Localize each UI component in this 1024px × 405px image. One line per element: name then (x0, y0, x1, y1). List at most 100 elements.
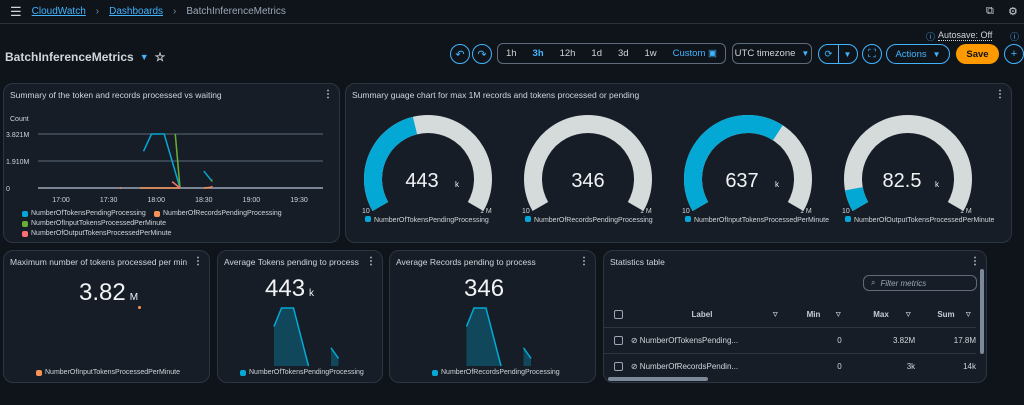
cell-max: 3k (906, 362, 916, 371)
range-1h[interactable]: 1h (505, 48, 517, 59)
page-title: BatchInferenceMetrics (5, 50, 134, 64)
more-options-icon[interactable]: ⋮ (970, 256, 980, 267)
row-checkbox[interactable] (614, 336, 623, 345)
table-row[interactable]: ⊘ NumberOfTokensPending... 0 3.82M 17.8M (604, 327, 976, 353)
timezone-label: UTC timezone (734, 48, 796, 59)
legend-swatch (845, 216, 851, 222)
gauge-max: 1 M (960, 208, 972, 215)
share-icon[interactable]: ⧉ (986, 5, 994, 17)
refresh-button[interactable]: ⟳ ▼ (818, 44, 858, 64)
legend-item[interactable]: NumberOfInputTokensProcessedPerMinute (36, 369, 180, 376)
gauge-value: 346 (571, 170, 604, 192)
more-options-icon[interactable]: ⋮ (366, 256, 376, 267)
filter-metrics-input[interactable]: ⌕ Filter metrics (863, 275, 977, 291)
widget-title: Summary of the token and records process… (10, 90, 222, 100)
table-row[interactable]: ⊘ NumberOfRecordsPendin... 0 3k 14k (604, 353, 976, 379)
add-widget-button[interactable]: + (1004, 44, 1024, 64)
legend-item[interactable]: NumberOfInputTokensProcessedPerMinute (22, 220, 166, 227)
statistics-table-widget: Statistics table ⋮ ⌕ Filter metrics Label… (603, 250, 987, 383)
series-line-NumberOfTokensPendingProcessing (142, 133, 181, 189)
more-options-icon[interactable]: ⋮ (323, 89, 333, 100)
gauge-value: 82.5 (883, 170, 922, 192)
more-options-icon[interactable]: ⋮ (193, 256, 203, 267)
info-icon[interactable]: ⓘ (926, 32, 936, 42)
refresh-icon: ⟳ (824, 48, 833, 60)
gauge-unit: k (935, 180, 940, 189)
range-3h[interactable]: 3h (532, 48, 544, 59)
legend-item[interactable]: NumberOfTokensPendingProcessing (22, 210, 146, 217)
legend-swatch (525, 216, 531, 222)
line-chart-widget: Summary of the token and records process… (3, 83, 340, 243)
gauge: 346 10 1 M NumberOfRecordsPendingProcessing (522, 115, 653, 224)
y-axis-label: Count (10, 116, 29, 123)
range-3d[interactable]: 3d (617, 48, 629, 59)
gauge-max: 1 M (640, 208, 652, 215)
y-tick-label: 1.910M (6, 159, 30, 166)
column-max[interactable]: Max (873, 309, 889, 319)
fullscreen-button[interactable]: ⛶ (862, 44, 882, 64)
avg-tokens-widget: Average Tokens pending to process ⋮ 443 k… (217, 250, 383, 383)
caret-down-icon[interactable]: ▼ (843, 49, 852, 59)
gauge-legend[interactable]: NumberOfRecordsPendingProcessing (534, 217, 653, 224)
redo-button[interactable]: ↷ (472, 44, 492, 64)
y-tick-label: 3.821M (6, 132, 30, 139)
gauge-max: 1 M (800, 208, 812, 215)
range-12h[interactable]: 12h (559, 48, 576, 59)
chevron-right-icon: › (173, 6, 177, 17)
legend-item[interactable]: NumberOfRecordsPendingProcessing (432, 369, 560, 376)
sparkline-line (330, 347, 340, 359)
cell-min: 0 (837, 336, 842, 345)
time-range-selector: 1h 3h 12h 1d 3d 1w Custom ▣ (497, 43, 726, 64)
x-tick-label: 18:00 (147, 197, 165, 204)
undo-button[interactable]: ↶ (450, 44, 470, 64)
actions-button[interactable]: Actions ▼ (886, 44, 950, 64)
sparkline-area (331, 347, 339, 366)
settings-icon[interactable]: ⚙ (1008, 6, 1018, 18)
vertical-scrollbar[interactable] (980, 269, 984, 354)
column-label[interactable]: Label (691, 309, 713, 319)
info-icon[interactable]: ⓘ (1010, 32, 1020, 42)
gauge-track (524, 115, 652, 211)
range-1d[interactable]: 1d (591, 48, 602, 59)
more-options-icon[interactable]: ⋮ (995, 89, 1005, 100)
legend-item[interactable]: NumberOfTokensPendingProcessing (240, 369, 364, 376)
top-nav: ☰ CloudWatch › Dashboards › BatchInferen… (0, 0, 1024, 24)
gauge-legend[interactable]: NumberOfTokensPendingProcessing (374, 217, 489, 224)
x-tick-label: 18:30 (195, 197, 213, 204)
sparkline-line (273, 307, 310, 367)
breadcrumb-cloudwatch[interactable]: CloudWatch (31, 6, 86, 17)
page-title-group: BatchInferenceMetrics ▼ ☆ (5, 50, 165, 64)
sparkline (273, 307, 340, 367)
sparkline-area (466, 308, 501, 366)
horizontal-scrollbar[interactable] (608, 377, 708, 381)
y-tick-label: 0 (6, 186, 10, 193)
gauge-fill (684, 115, 783, 211)
sparkline-area (274, 308, 309, 366)
menu-icon[interactable]: ☰ (10, 3, 22, 19)
favorite-star-icon[interactable]: ☆ (154, 50, 166, 64)
column-min[interactable]: Min (806, 309, 821, 319)
row-checkbox[interactable] (614, 362, 623, 371)
autosave-toggle[interactable]: Autosave: Off (938, 30, 993, 41)
legend-item[interactable]: NumberOfOutputTokensProcessedPerMinute (22, 230, 171, 237)
timezone-select[interactable]: UTC timezone ▼ (732, 43, 812, 64)
column-sum[interactable]: Sum (937, 309, 955, 319)
select-all-checkbox[interactable] (614, 309, 623, 319)
caret-down-icon: ▼ (932, 49, 941, 59)
breadcrumb-dashboards[interactable]: Dashboards (109, 6, 164, 17)
range-custom[interactable]: Custom ▣ (672, 48, 717, 59)
metric-value: 346 (464, 275, 505, 302)
sparkline-line (522, 347, 532, 359)
legend-item[interactable]: NumberOfRecordsPendingProcessing (154, 210, 282, 217)
line-chart: Count 3.821M 1.910M 0 17:00 17:30 18:00 18:30 19… (6, 116, 323, 204)
gauge-legend[interactable]: NumberOfInputTokensProcessedPerMinute (694, 217, 829, 224)
gauge-legend[interactable]: NumberOfOutputTokensProcessedPerMinute (854, 217, 995, 224)
gauge-fill (364, 116, 418, 211)
search-icon: ⌕ (871, 278, 876, 287)
save-button[interactable]: Save (956, 44, 999, 64)
gauge: 82.5 k 10 1 M NumberOfOutputTokensProcessedP… (842, 115, 995, 224)
widget-title: Average Tokens pending to process (224, 257, 359, 267)
range-1w[interactable]: 1w (644, 48, 657, 59)
more-options-icon[interactable]: ⋮ (579, 256, 589, 267)
caret-down-icon[interactable]: ▼ (139, 52, 149, 62)
